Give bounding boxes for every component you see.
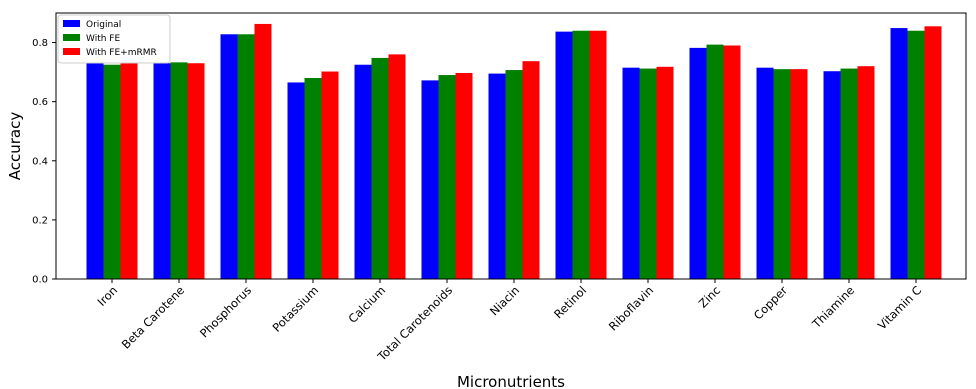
bar-with-fe-riboflavin — [639, 68, 657, 279]
bar-original-vitamin-c — [890, 28, 908, 279]
x-tick-label: Potassium — [270, 283, 321, 334]
legend-label: With FE+mRMR — [86, 48, 157, 58]
bar-with-fe-mrmr-copper — [790, 69, 808, 280]
bar-with-fe-vitamin-c — [907, 30, 925, 279]
bar-with-fe-mrmr-potassium — [321, 71, 339, 280]
bar-with-fe-mrmr-phosphorus — [254, 23, 272, 279]
x-tick-label: Niacin — [487, 283, 522, 318]
x-axis-label: Micronutrients — [457, 373, 565, 389]
bar-original-retinol — [555, 31, 573, 280]
bar-original-total-carotenoids — [421, 80, 439, 280]
y-axis: 0.0 0.2 0.4 0.6 0.8 — [32, 38, 56, 286]
x-tick-label: Zinc — [696, 283, 723, 310]
legend-label: With FE — [86, 34, 120, 44]
bar-with-fe-mrmr-zinc — [723, 45, 741, 280]
bar-with-fe-mrmr-riboflavin — [656, 66, 674, 280]
x-tick-label: Vitamin C — [875, 283, 924, 332]
bar-original-iron — [86, 63, 104, 279]
bar-with-fe-mrmr-thiamine — [857, 66, 875, 279]
plot-frame — [55, 12, 967, 280]
legend-swatch — [63, 34, 80, 41]
bar-with-fe-mrmr-niacin — [522, 61, 540, 280]
x-tick-label: Thiamine — [809, 283, 857, 331]
bar-original-beta-carotene — [153, 63, 171, 279]
bar-with-fe-niacin — [505, 70, 523, 279]
legend-box — [57, 14, 171, 64]
x-tick-label: Calcium — [345, 283, 388, 326]
x-tick-label: Copper — [751, 283, 790, 322]
legend-label: Original — [86, 20, 121, 30]
bars-layer — [86, 23, 942, 280]
bar-original-potassium — [287, 82, 305, 279]
legend: Original With FE With FE+mRMR — [57, 14, 171, 64]
bar-with-fe-beta-carotene — [170, 62, 188, 280]
bar-with-fe-phosphorus — [237, 34, 255, 279]
bar-with-fe-copper — [773, 69, 791, 280]
x-tick-label: Beta Carotene — [119, 283, 187, 351]
bar-with-fe-retinol — [572, 30, 590, 279]
bar-with-fe-mrmr-calcium — [388, 54, 406, 279]
bar-original-copper — [756, 67, 774, 279]
bar-original-calcium — [354, 64, 372, 279]
bar-original-thiamine — [823, 71, 841, 279]
legend-swatch — [63, 48, 80, 55]
x-tick-label: Iron — [95, 283, 121, 309]
bar-original-zinc — [689, 47, 707, 280]
bar-with-fe-iron — [103, 64, 121, 279]
x-tick-label: Total Carotenoids — [374, 283, 455, 364]
bar-original-riboflavin — [622, 67, 640, 279]
bar-with-fe-mrmr-retinol — [589, 30, 607, 279]
bar-with-fe-mrmr-total-carotenoids — [455, 72, 473, 280]
y-tick-label: 0.0 — [32, 275, 48, 286]
y-tick-label: 0.8 — [32, 38, 48, 49]
bar-with-fe-thiamine — [840, 68, 858, 279]
bar-with-fe-mrmr-vitamin-c — [924, 26, 942, 279]
x-tick-label: Riboflavin — [606, 283, 656, 333]
x-tick-label: Retinol — [551, 283, 589, 321]
y-axis-label: Accuracy — [6, 112, 24, 181]
bar-with-fe-zinc — [706, 44, 724, 279]
y-tick-label: 0.6 — [32, 97, 48, 108]
bar-original-niacin — [488, 73, 506, 279]
y-tick-label: 0.4 — [32, 156, 48, 167]
legend-swatch — [63, 20, 80, 27]
bar-with-fe-mrmr-iron — [120, 60, 138, 280]
bar-with-fe-potassium — [304, 78, 322, 280]
bar-with-fe-mrmr-beta-carotene — [187, 63, 205, 279]
bar-with-fe-total-carotenoids — [438, 75, 456, 279]
bar-with-fe-calcium — [371, 57, 389, 280]
x-tick-label: Phosphorus — [197, 283, 254, 340]
y-tick-label: 0.2 — [32, 215, 48, 226]
bar-original-phosphorus — [220, 34, 238, 279]
